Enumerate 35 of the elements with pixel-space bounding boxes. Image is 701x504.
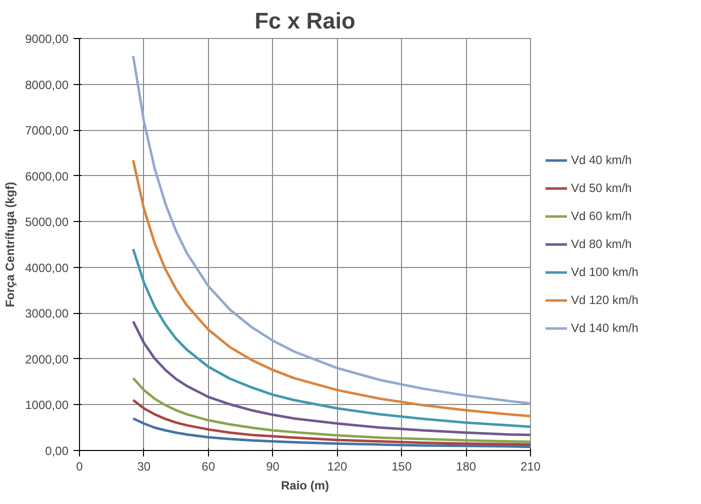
x-tick-label: 180 <box>456 460 476 474</box>
y-tick-label: 1000,00 <box>25 398 69 412</box>
line-series <box>132 376 530 444</box>
y-tick-label: 7000,00 <box>25 124 69 138</box>
legend-label: Vd 80 km/h <box>571 237 632 251</box>
y-tick-label: 8000,00 <box>25 78 69 92</box>
y-tick-label: 9000,00 <box>25 32 69 46</box>
legend-label: Vd 140 km/h <box>571 321 638 335</box>
x-tick-label: 150 <box>392 460 412 474</box>
legend-label: Vd 60 km/h <box>571 209 632 223</box>
y-tick-label: 0,00 <box>45 444 69 458</box>
x-axis-title: Raio (m) <box>281 478 330 492</box>
line-series <box>132 159 530 418</box>
legend-label: Vd 40 km/h <box>571 153 632 167</box>
line-series <box>132 398 530 446</box>
y-tick-label: 2000,00 <box>25 352 69 366</box>
x-tick-label: 120 <box>327 460 348 474</box>
y-tick-label: 4000,00 <box>25 260 69 275</box>
x-tick-label: 210 <box>520 460 541 474</box>
chart-title: Fc x Raio <box>254 8 356 34</box>
y-tick-label: 3000,00 <box>25 306 69 321</box>
x-tick-label: 60 <box>202 460 216 474</box>
y-tick-label: 6000,00 <box>25 169 69 184</box>
x-tick-label: 30 <box>137 460 151 474</box>
x-tick-label: 90 <box>266 460 280 474</box>
legend-label: Vd 120 km/h <box>571 293 638 307</box>
x-tick-label: 0 <box>76 460 84 474</box>
line-series <box>132 248 530 428</box>
line-series <box>132 417 530 448</box>
y-axis-title: Força Centrífuga (kgf) <box>3 182 18 308</box>
legend-label: Vd 100 km/h <box>571 265 638 279</box>
legend-label: Vd 50 km/h <box>571 181 632 195</box>
y-tick-label: 5000,00 <box>25 215 69 230</box>
line-series <box>132 54 530 405</box>
line-series <box>132 320 530 436</box>
